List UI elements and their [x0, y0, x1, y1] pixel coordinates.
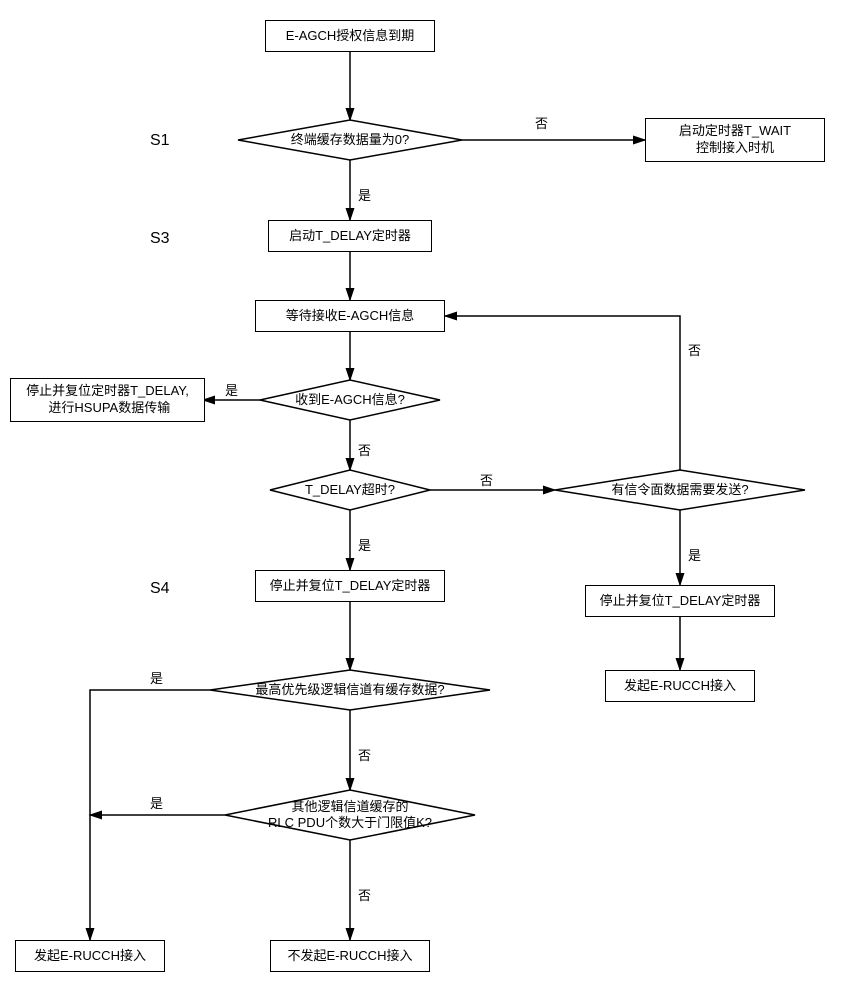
diamonds-svg	[0, 0, 862, 1000]
edge-rlc-yes: 是	[150, 793, 163, 812]
edge-recv-yes: 是	[225, 380, 238, 399]
edge-sig-no: 否	[688, 340, 701, 359]
edge-rlc-no: 否	[358, 885, 371, 904]
edge-timeout-no: 否	[480, 470, 493, 489]
edge-timeout-yes: 是	[358, 535, 371, 554]
edge-highpri-yes: 是	[150, 668, 163, 687]
edge-buf0-yes: 是	[358, 185, 371, 204]
edge-sig-yes: 是	[688, 545, 701, 564]
edge-highpri-no: 否	[358, 745, 371, 764]
edge-recv-no: 否	[358, 440, 371, 459]
flowchart-canvas: S1 S3 S4 E-AGCH授权信息到期 启动定时器T_WAIT 控制接入时机…	[0, 0, 862, 1000]
edge-buf0-no: 否	[535, 113, 548, 132]
